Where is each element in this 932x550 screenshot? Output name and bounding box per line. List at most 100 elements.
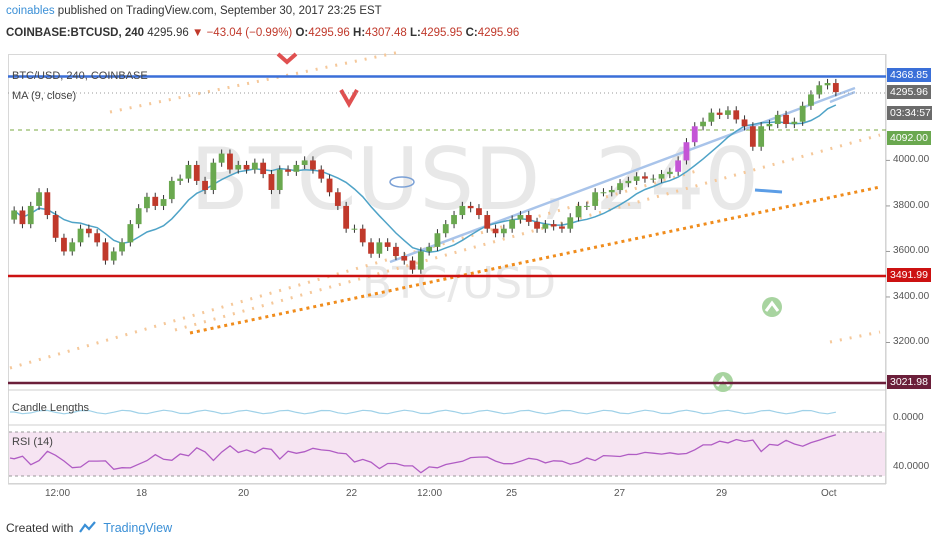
candle-body xyxy=(376,242,383,254)
high-value: 4307.48 xyxy=(365,27,407,39)
created-with-text: Created with xyxy=(6,521,74,535)
blue-mark xyxy=(754,188,783,194)
x-tick-label: 20 xyxy=(238,488,250,499)
dotted-channel-line xyxy=(829,330,881,344)
candle-body xyxy=(160,199,167,206)
change-value: ▼ −43.04 (−0.99%) xyxy=(192,27,293,39)
candle-body xyxy=(94,233,101,243)
candle-body xyxy=(617,183,623,190)
tradingview-logo-icon xyxy=(79,521,97,533)
candle-body xyxy=(791,121,798,124)
ohlc-bar: COINBASE:BTCUSD, 240 4295.96 ▼ −43.04 (−… xyxy=(6,27,519,39)
candle-body xyxy=(27,205,34,225)
legend-symbol: BTC/USD, 240, COINBASE xyxy=(12,70,148,82)
x-tick-label: Oct xyxy=(821,488,837,499)
candle-body xyxy=(44,192,51,216)
candle-body xyxy=(426,246,433,252)
x-tick-label: 27 xyxy=(614,488,626,499)
candle-body xyxy=(666,171,673,175)
candle-body xyxy=(550,224,557,227)
candle-body xyxy=(260,162,267,175)
candle-body xyxy=(708,112,715,122)
watermark-pair: BTC/USD xyxy=(362,258,557,309)
candle-body xyxy=(434,233,441,247)
candle-body xyxy=(227,153,233,170)
candle-body xyxy=(69,242,76,252)
candle-body xyxy=(177,178,184,181)
x-tick-label: 22 xyxy=(346,488,358,499)
open-label: O: xyxy=(295,27,309,39)
candle-body xyxy=(168,180,175,200)
candle-body xyxy=(725,110,731,115)
y-tick-label: 4000.00 xyxy=(893,154,930,166)
ma-line xyxy=(13,104,837,253)
blue-trendline xyxy=(389,86,856,264)
close-label: C: xyxy=(465,27,478,39)
candle-body xyxy=(766,124,773,127)
candle-body xyxy=(61,237,67,252)
candle-body xyxy=(824,83,831,86)
price-tag: 4092.00 xyxy=(887,131,931,146)
last-price: 4295.96 xyxy=(147,27,189,39)
publish-text: published on TradingView.com, September … xyxy=(57,5,382,17)
candle-body xyxy=(384,242,391,247)
candle-body xyxy=(783,114,789,124)
open-value: 4295.96 xyxy=(308,27,350,39)
candle-body xyxy=(733,110,740,120)
price-tag: 03:34:57 xyxy=(887,106,932,121)
y-tick-label: 3400.00 xyxy=(893,290,930,302)
candle-body xyxy=(816,85,823,95)
candle-lengths-value: 0.0000 xyxy=(893,412,924,423)
y-tick-label: 3200.00 xyxy=(893,336,930,348)
candle-body xyxy=(343,205,350,229)
candle-body xyxy=(575,205,582,218)
candle-body xyxy=(583,205,590,207)
candle-body xyxy=(517,215,524,220)
candle-body xyxy=(36,192,42,206)
low-value: 4295.95 xyxy=(420,27,463,39)
buy-arrow-icon xyxy=(764,300,780,312)
candle-body xyxy=(77,228,84,243)
candle-body xyxy=(476,208,482,216)
candle-body xyxy=(152,196,159,206)
candle-body xyxy=(592,192,599,206)
symbol-label: COINBASE:BTCUSD, 240 xyxy=(6,27,145,39)
high-label: H: xyxy=(353,27,366,39)
legend-ma: MA (9, close) xyxy=(12,90,77,102)
candle-body xyxy=(559,226,565,229)
rsi-band xyxy=(9,432,885,476)
candle-body xyxy=(774,114,781,124)
y-tick-label: 3600.00 xyxy=(893,245,930,257)
buy-signal-icon xyxy=(762,297,782,317)
candle-body xyxy=(293,164,300,172)
candle-body xyxy=(534,221,540,229)
candle-body xyxy=(700,121,706,127)
candle-body xyxy=(326,178,333,193)
candle-body xyxy=(758,126,765,147)
price-tag: 4368.85 xyxy=(887,68,931,83)
candle-body xyxy=(251,162,258,170)
price-tag: 4295.96 xyxy=(887,85,931,100)
tradingview-brand[interactable]: TradingView xyxy=(103,521,173,535)
rsi-line xyxy=(9,434,837,474)
candle-body xyxy=(484,215,491,229)
candle-body xyxy=(318,169,325,179)
candle-body xyxy=(509,219,516,229)
candle-body xyxy=(127,224,134,243)
candle-body xyxy=(110,251,117,261)
candle-body xyxy=(301,160,308,165)
candle-body xyxy=(608,190,615,193)
close-value: 4295.96 xyxy=(477,27,520,39)
author-link[interactable]: coinables xyxy=(6,5,55,17)
candle-body xyxy=(102,242,109,261)
x-tick-label: 29 xyxy=(716,488,728,499)
candle-body xyxy=(799,105,806,122)
candle-body xyxy=(52,215,59,238)
y-tick-label: 3800.00 xyxy=(893,199,930,211)
candle-body xyxy=(808,94,814,106)
candle-body xyxy=(185,164,192,179)
candle-body xyxy=(451,215,457,225)
candle-body xyxy=(500,228,507,234)
candle-body xyxy=(749,126,756,147)
